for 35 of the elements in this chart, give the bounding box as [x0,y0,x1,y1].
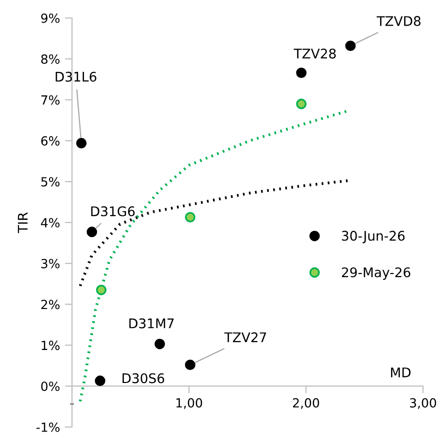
point [296,98,307,110]
x-tick-label: 2,00 [293,398,320,409]
point [94,376,106,386]
y-tick-label: 8% [41,54,60,64]
point [96,284,106,296]
point [76,138,87,148]
point [345,40,356,52]
y-tick-label: 5% [41,177,60,187]
y-tick-label: 7% [41,95,60,105]
x-axis-title: MD [391,368,411,378]
annotation: TZV27 [224,332,266,342]
y-tick-label: 0% [41,382,60,392]
y-tick-label: 6% [41,136,60,146]
y-axis-title: TIR [18,212,28,234]
point [154,338,165,350]
y-tick-label: 9% [41,13,60,23]
y-tick-label: 4% [40,218,60,228]
point [296,68,307,78]
y-tick-label: 3% [41,258,60,268]
y-tick-label: 2% [41,300,60,310]
annotation: D31M7 [129,318,174,328]
y-tick-label: -1% [36,422,60,432]
y-tick-label: 1% [42,340,60,350]
x-tick-label: 3,00 [410,398,436,409]
annotation: D30S6 [122,373,164,384]
x-tick-label: 1,00 [176,398,202,409]
legend-label: 29-May-26 [342,267,410,280]
point [184,360,196,370]
annotation: D31G6 [91,206,135,216]
annotation: TZVD8 [376,16,421,26]
annotation: TZV28 [294,48,336,59]
point [86,226,98,238]
point [184,212,196,222]
annotation: D31L6 [56,72,96,82]
legend-label: 30-Jun-26 [342,230,405,244]
